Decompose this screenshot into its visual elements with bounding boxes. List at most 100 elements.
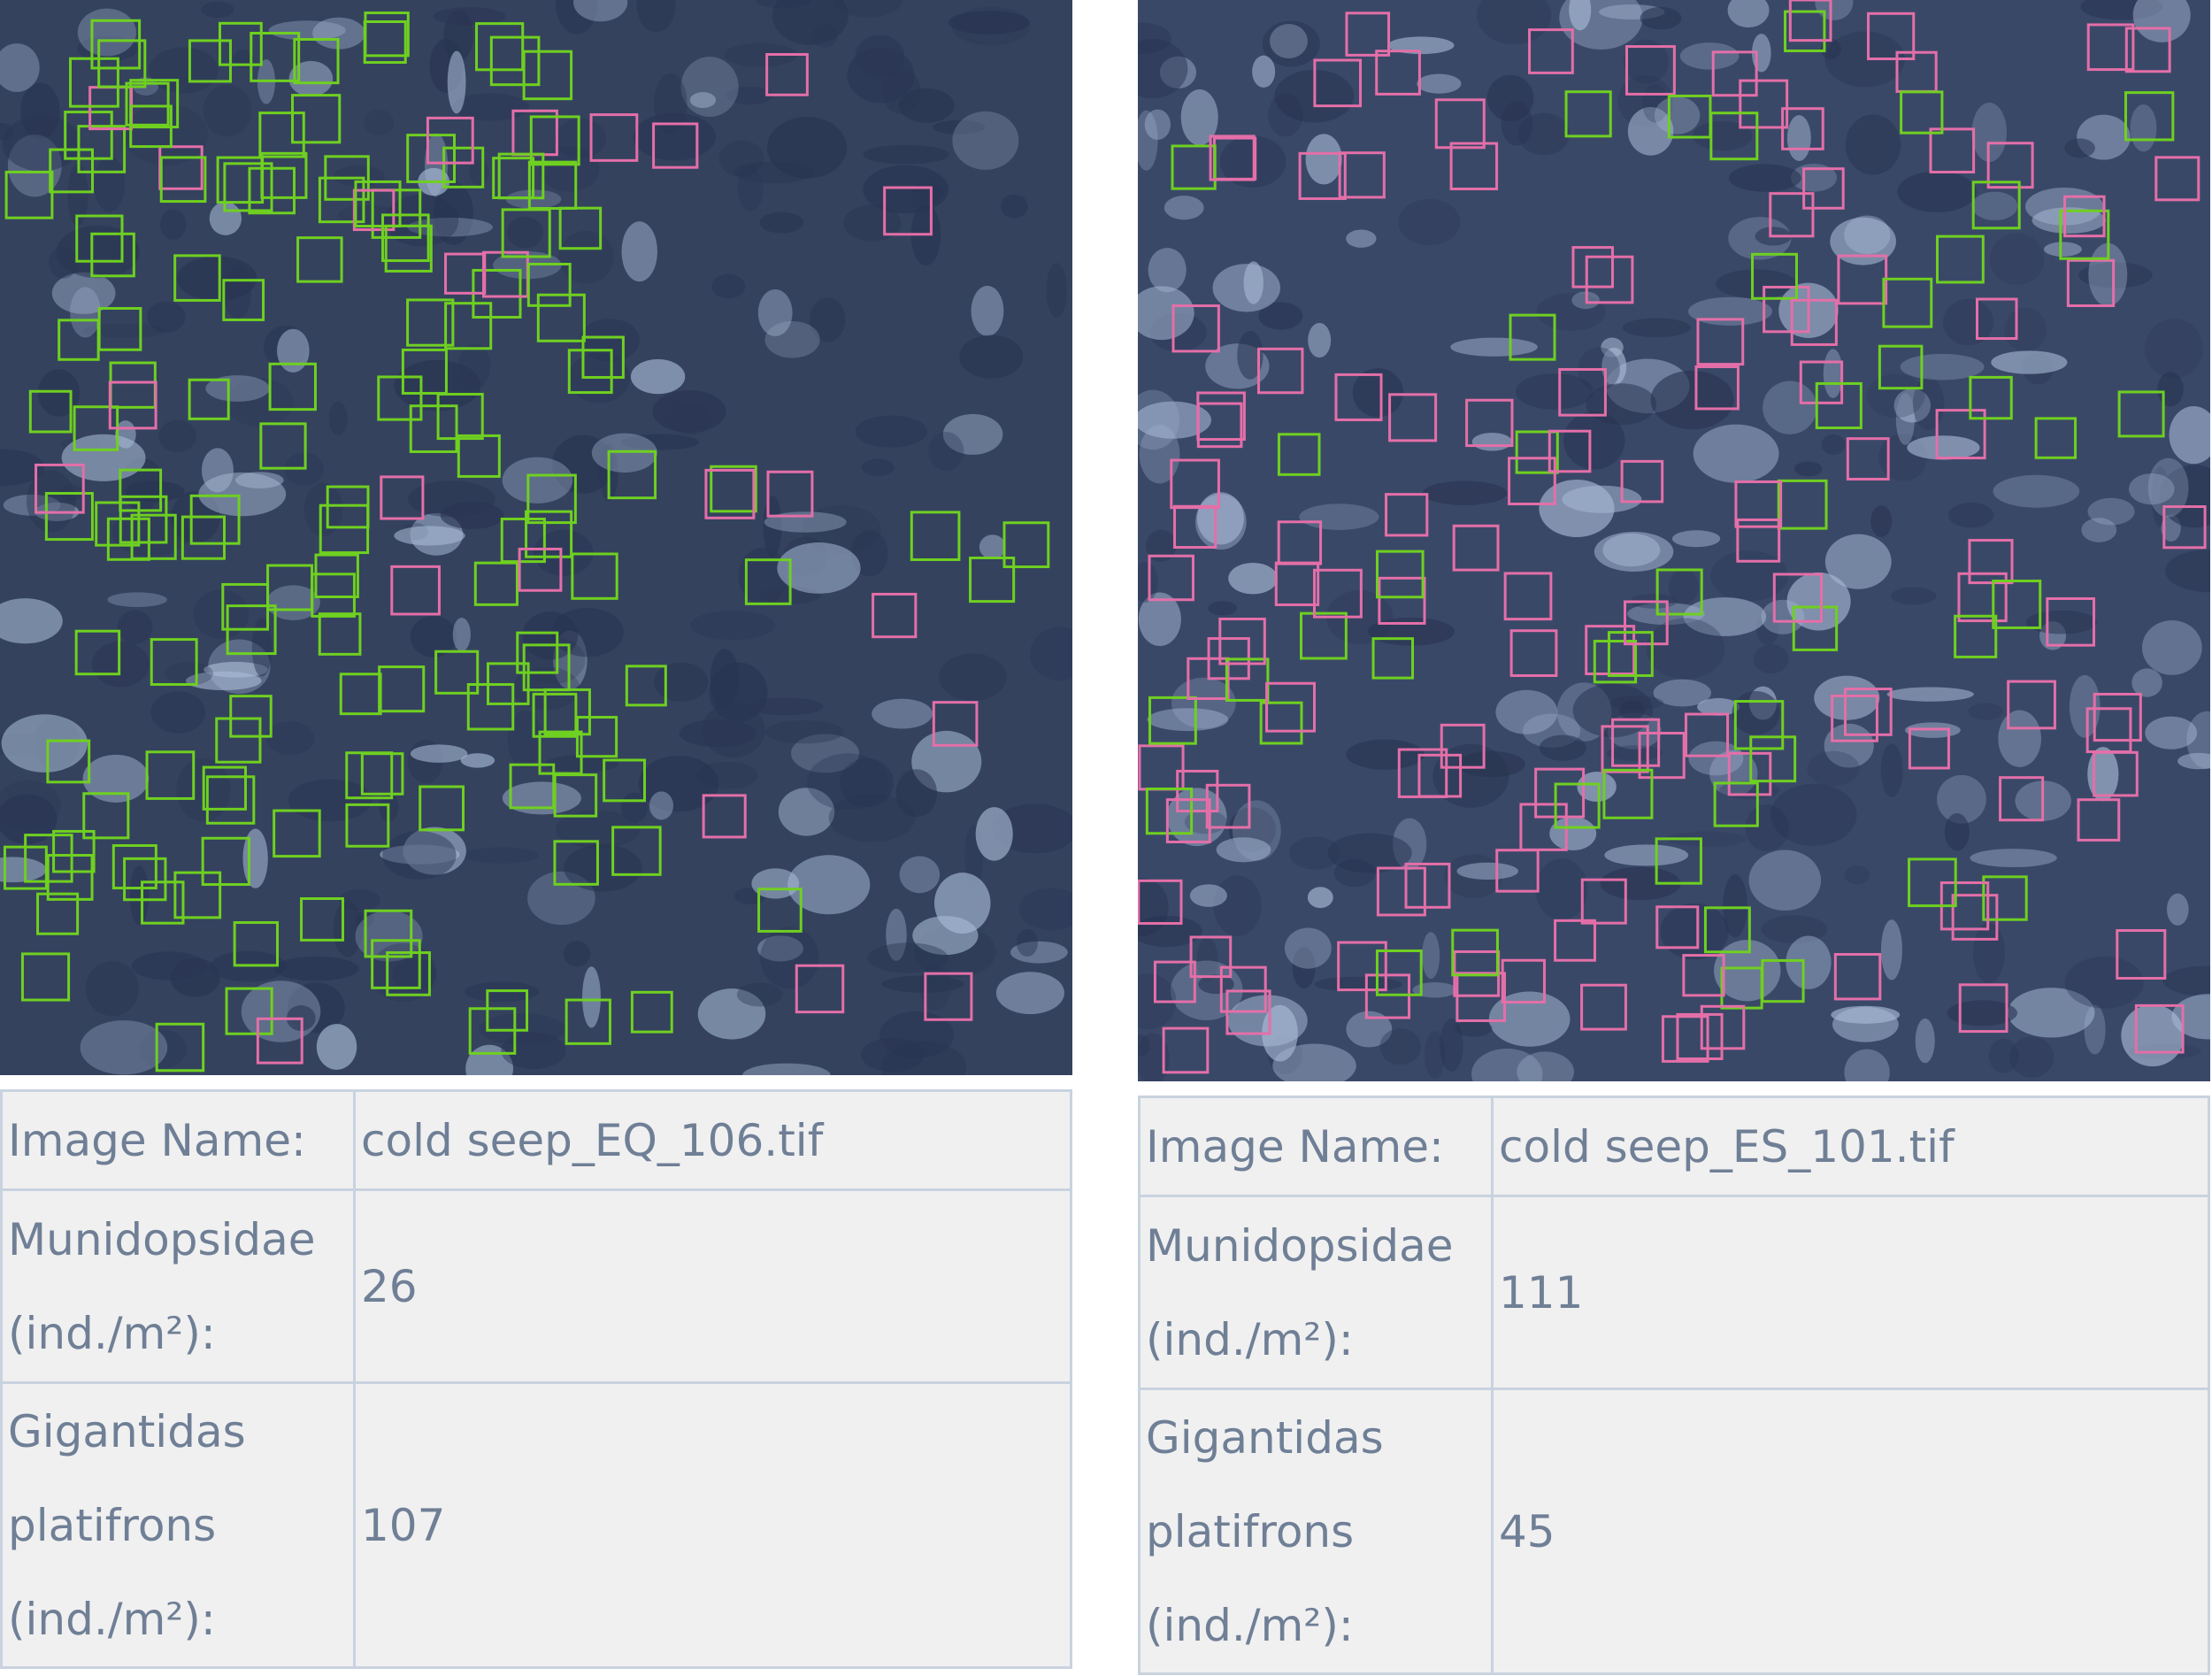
detection-box xyxy=(188,378,230,420)
texture xyxy=(1791,163,1838,192)
detection-box xyxy=(345,751,394,800)
texture xyxy=(1471,432,1512,451)
texture xyxy=(2177,752,2210,770)
detection-box xyxy=(406,134,457,183)
texture xyxy=(828,793,916,842)
value: 45 xyxy=(1491,1388,2210,1675)
texture xyxy=(0,794,58,845)
texture xyxy=(1549,817,1597,851)
detection-box xyxy=(473,561,518,606)
detection-image xyxy=(0,0,1072,1075)
texture xyxy=(1198,974,1234,995)
detection-box xyxy=(150,638,198,686)
texture xyxy=(951,6,1031,46)
texture xyxy=(554,119,607,158)
detection-box xyxy=(1982,875,2028,921)
texture xyxy=(1823,349,1843,398)
texture xyxy=(652,389,726,433)
detection-box xyxy=(2093,692,2142,742)
detection-box xyxy=(108,381,157,430)
texture xyxy=(266,585,320,620)
texture xyxy=(1602,533,1661,567)
texture xyxy=(811,24,838,48)
detection-box xyxy=(258,111,305,158)
detection-box xyxy=(1908,727,1950,770)
detection-box xyxy=(1846,437,1890,481)
texture xyxy=(1572,683,1654,738)
texture xyxy=(201,1,234,19)
texture xyxy=(760,926,819,989)
texture xyxy=(2080,0,2163,20)
detection-box xyxy=(90,232,135,278)
texture xyxy=(384,194,459,247)
texture xyxy=(886,908,907,961)
texture xyxy=(1646,618,1725,680)
detection-box xyxy=(1196,402,1243,449)
detection-box xyxy=(123,857,167,902)
detection-box xyxy=(1375,550,1425,599)
detection-box xyxy=(436,392,484,441)
detection-box xyxy=(188,39,232,83)
texture xyxy=(522,611,579,660)
detection-box xyxy=(129,104,173,149)
texture xyxy=(26,470,76,533)
texture xyxy=(433,7,506,26)
texture xyxy=(724,42,797,67)
texture xyxy=(1195,494,1247,550)
texture xyxy=(2145,319,2204,379)
texture xyxy=(636,0,676,33)
texture xyxy=(1728,164,1801,192)
texture xyxy=(948,11,1030,35)
detection-box xyxy=(1376,866,1426,917)
texture xyxy=(502,457,573,504)
texture xyxy=(1346,229,1377,248)
detection-box xyxy=(1711,50,1758,97)
detection-box xyxy=(558,206,603,250)
detection-box xyxy=(1951,894,1999,941)
texture xyxy=(1018,888,1072,931)
detection-box xyxy=(1388,393,1438,442)
texture xyxy=(689,92,717,109)
texture xyxy=(1486,74,1534,122)
detection-box xyxy=(1593,640,1638,684)
texture xyxy=(1989,233,2045,286)
texture xyxy=(1180,88,1218,146)
texture xyxy=(203,84,252,137)
texture xyxy=(1668,569,1699,604)
detection-box xyxy=(1375,949,1423,996)
texture xyxy=(1258,302,1303,330)
texture xyxy=(1666,831,1747,847)
detection-box xyxy=(910,511,961,561)
texture xyxy=(392,957,437,991)
detection-box xyxy=(2134,1003,2185,1054)
detection-box xyxy=(119,468,163,512)
texture xyxy=(1138,110,1158,171)
detection-box xyxy=(2077,798,2121,842)
texture xyxy=(2132,0,2191,42)
detection-box xyxy=(1696,318,1745,366)
value: cold seep_ES_101.tif xyxy=(1491,1096,2210,1197)
texture xyxy=(1915,1019,1935,1064)
texture xyxy=(2004,307,2047,352)
detection-box xyxy=(1684,712,1730,757)
texture xyxy=(165,661,213,686)
texture xyxy=(1138,286,1194,341)
texture xyxy=(1164,196,1204,220)
texture xyxy=(736,982,783,1007)
texture xyxy=(895,769,938,818)
detection-box xyxy=(2059,209,2110,260)
texture xyxy=(1807,750,1860,787)
detection-box xyxy=(406,298,455,347)
texture xyxy=(654,662,709,702)
detection-box xyxy=(1815,381,1863,430)
detection-box xyxy=(1935,234,1985,284)
info-table: Image Name: cold seep_EQ_106.tif Munidops… xyxy=(0,1089,1072,1669)
texture xyxy=(1786,572,1851,631)
texture xyxy=(1870,505,1893,537)
texture xyxy=(123,104,209,165)
texture xyxy=(1622,318,1691,338)
texture xyxy=(746,697,824,716)
detection-box xyxy=(1655,837,1702,885)
texture xyxy=(403,826,466,875)
detection-box xyxy=(1878,344,1924,390)
